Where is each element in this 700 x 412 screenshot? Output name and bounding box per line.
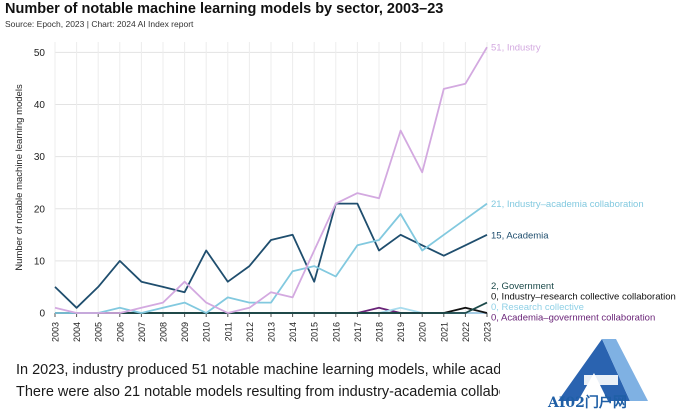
x-tick-label: 2007	[137, 322, 147, 342]
x-tick-label: 2013	[267, 322, 277, 342]
y-tick-label: 10	[34, 256, 46, 267]
x-tick-label: 2008	[159, 322, 169, 342]
watermark-text: AI02门户网	[548, 395, 627, 411]
chart-title: Number of notable machine learning model…	[5, 1, 444, 17]
caption-line-1: In 2023, industry produced 51 notable ma…	[16, 362, 500, 378]
y-tick-label: 30	[34, 152, 46, 163]
x-tick-label: 2019	[396, 322, 406, 342]
x-tick-label: 2021	[439, 322, 449, 342]
x-tick-label: 2010	[202, 322, 212, 342]
end-label-academia: 15, Academia	[491, 230, 549, 241]
x-tick-label: 2003	[51, 322, 61, 342]
end-label-industry: 51, Industry	[491, 43, 541, 54]
series-line-government	[55, 301, 488, 314]
line-chart: 0 10 20 30 40 50 2003 2004 2005 2006 2007 2008 2009 2…	[14, 42, 676, 342]
x-tick-label: 2014	[288, 322, 298, 342]
x-tick-label: 2004	[72, 322, 82, 342]
x-tick-label: 2006	[115, 322, 125, 342]
x-tick-label: 2009	[180, 322, 190, 342]
x-tick-label: 2017	[353, 322, 363, 342]
end-label-industry-research-collective-collaboration: 0, Industry–research collective collabor…	[491, 292, 676, 303]
x-tick-label: 2022	[461, 322, 471, 342]
y-tick-label: 40	[34, 100, 46, 111]
y-axis-label: Number of notable machine learning model…	[14, 84, 25, 271]
x-tick-label: 2012	[245, 322, 255, 342]
y-tick-label: 0	[39, 309, 45, 320]
series-line-industry	[54, 46, 488, 314]
x-tick-label: 2015	[310, 322, 320, 342]
end-label-academia-government-collaboration: 0, Academia–government collaboration	[491, 313, 655, 324]
x-tick-label: 2020	[418, 322, 428, 342]
end-label-government: 2, Government	[491, 281, 554, 292]
x-tick-label: 2018	[375, 322, 385, 342]
series-line-industry-academia-collaboration	[55, 202, 488, 314]
caption-line-2: There were also 21 notable models result…	[16, 384, 500, 400]
watermark-logo-icon	[558, 339, 648, 401]
x-tick-label: 2005	[94, 322, 104, 342]
y-tick-label: 50	[34, 48, 46, 59]
end-label-research-collective: 0, Research collective	[491, 302, 584, 313]
x-tick-label: 2016	[331, 322, 341, 342]
x-tick-label: 2011	[223, 322, 233, 341]
chart-subtitle: Source: Epoch, 2023 | Chart: 2024 AI Ind…	[5, 19, 194, 29]
y-tick-label: 20	[34, 204, 46, 215]
x-tick-label: 2023	[483, 322, 493, 342]
series-line-academia	[54, 202, 488, 309]
end-label-industry-academia-collaboration: 21, Industry–academia collaboration	[491, 199, 644, 210]
